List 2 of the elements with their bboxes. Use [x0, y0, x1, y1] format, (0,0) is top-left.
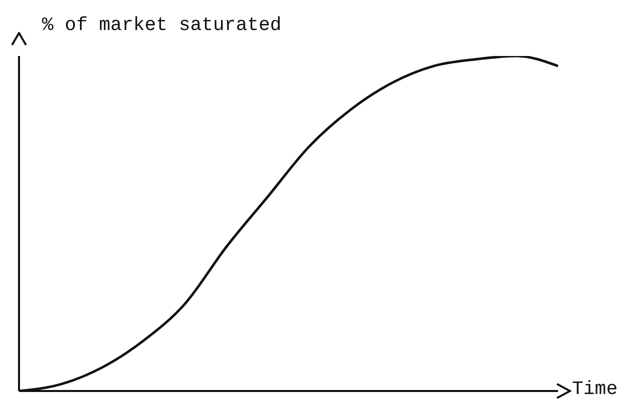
x-axis-title: Time — [572, 378, 618, 400]
y-axis-title: % of market saturated — [42, 14, 282, 36]
